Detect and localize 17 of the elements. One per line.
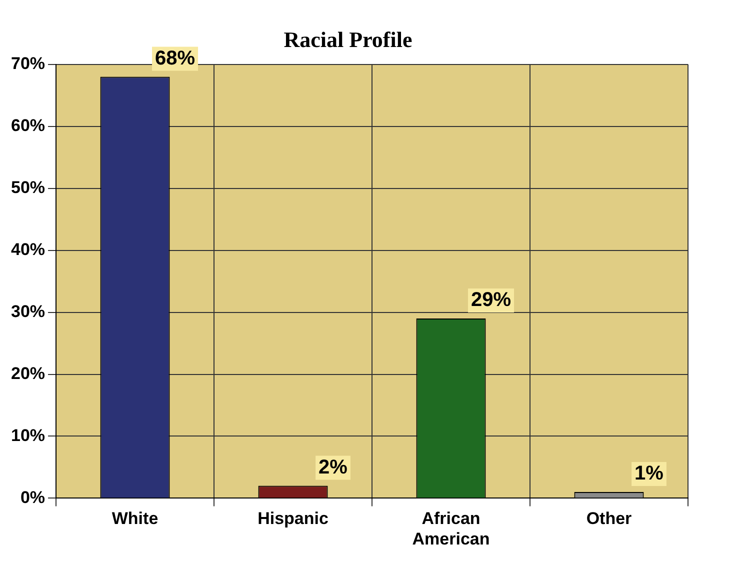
chart-title: Racial Profile [284,26,412,52]
data-label: 1% [634,462,664,485]
x-tick-label: White [112,509,158,528]
data-label: 2% [318,456,348,478]
y-tick-label: 70% [10,54,46,74]
y-tick-label: 0% [20,488,46,507]
y-tick-label: 40% [10,240,46,259]
y-tick-label: 60% [10,116,46,136]
x-tick-label: Hispanic [258,509,328,528]
y-tick-label: 30% [10,302,46,321]
x-tick-label: Other [586,509,632,528]
y-tick-label: 10% [10,426,46,445]
x-tick-label: African American [412,509,490,548]
y-tick-label: 50% [10,178,46,198]
data-label: 68% [155,47,196,70]
data-label: 29% [470,289,512,311]
y-tick-label: 20% [10,364,46,383]
